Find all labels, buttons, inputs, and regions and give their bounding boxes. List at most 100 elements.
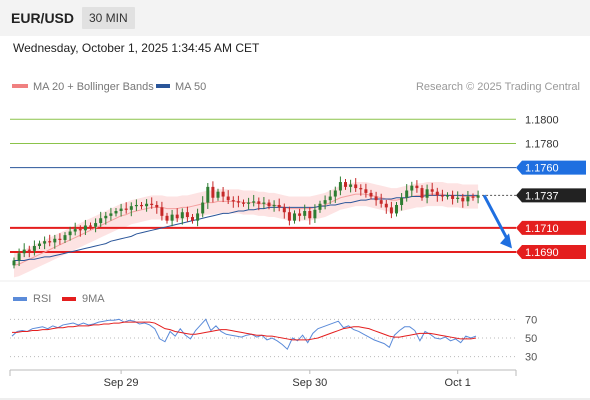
candle-body-24 — [134, 204, 138, 207]
level-tag-4 — [516, 245, 586, 260]
candle-body-90 — [471, 196, 475, 198]
candle-body-75 — [395, 204, 398, 214]
candle-body-13 — [78, 229, 82, 231]
rsi-tick-30: 30 — [525, 352, 537, 364]
candle-body-67 — [354, 184, 358, 189]
candle-body-6 — [43, 241, 47, 244]
candle-body-80 — [420, 188, 424, 198]
candle-body-89 — [466, 196, 470, 202]
candle-body-79 — [415, 185, 419, 189]
candle-body-40 — [216, 191, 220, 198]
x-axis-labels: Sep 29 Sep 30 Oct 1 — [104, 370, 471, 389]
candle-body-77 — [405, 190, 409, 198]
candle-body-27 — [150, 203, 154, 205]
candle-body-42 — [226, 196, 230, 201]
candle-body-49 — [262, 202, 266, 204]
copyright-text: Research © 2025 Trading Central — [416, 81, 580, 93]
level-lines — [10, 118, 516, 254]
projection-arrow-head — [500, 233, 512, 249]
candle-body-73 — [384, 203, 388, 208]
rsi-ma-line — [12, 321, 477, 341]
bollinger-band-area — [14, 182, 479, 278]
candle-body-22 — [124, 208, 128, 210]
x-label-0: Sep 29 — [104, 377, 139, 389]
candle-body-72 — [379, 200, 383, 204]
candle-body-29 — [160, 207, 164, 216]
candle-body-9 — [58, 238, 62, 240]
level-tag-label-3: 1.1710 — [525, 223, 559, 235]
candle-body-26 — [145, 203, 149, 207]
level-tags: 1.1800 1.1780 1.1760 1.1710 1.1690 1.1737 — [482, 114, 586, 260]
x-label-1: Sep 30 — [292, 377, 327, 389]
rsi-legend-label: RSI — [33, 293, 51, 305]
candle-body-62 — [328, 196, 332, 201]
chart-header-bar: EUR/USD 30 MIN — [0, 0, 590, 36]
current-price-label: 1.1737 — [525, 190, 559, 202]
candle-body-76 — [400, 197, 404, 205]
candle-body-46 — [247, 202, 251, 204]
candle-body-37 — [201, 202, 205, 214]
candle-body-53 — [282, 207, 286, 213]
candle-body-55 — [293, 213, 296, 221]
ma20-legend-label: MA 20 + Bollinger Bands — [33, 81, 154, 93]
current-price-tag — [516, 188, 586, 203]
candle-body-58 — [308, 211, 312, 219]
candle-body-7 — [48, 241, 52, 243]
candle-body-12 — [73, 229, 77, 232]
candle-body-91 — [476, 195, 480, 198]
candle-body-68 — [359, 188, 363, 190]
candle-body-52 — [277, 204, 281, 208]
level-label-0: 1.1800 — [525, 114, 559, 126]
candle-body-70 — [369, 192, 373, 197]
bollinger-band — [14, 182, 479, 278]
candle-body-39 — [211, 186, 215, 198]
rsi-tick-50: 50 — [525, 333, 537, 345]
candle-body-74 — [389, 207, 393, 214]
candle-body-20 — [114, 211, 118, 214]
candle-body-48 — [257, 201, 261, 204]
candle-body-30 — [165, 215, 169, 221]
candle-body-23 — [129, 206, 133, 210]
candle-body-65 — [344, 182, 347, 187]
ma20-legend-swatch — [12, 84, 28, 88]
candle-body-56 — [298, 213, 302, 216]
candle-body-34 — [185, 212, 189, 218]
candle-body-28 — [155, 204, 159, 208]
candle-body-81 — [425, 189, 429, 198]
candle-body-10 — [63, 235, 67, 240]
x-label-2: Oct 1 — [445, 377, 471, 389]
candle-body-17 — [99, 218, 103, 224]
ma50-legend-label: MA 50 — [175, 81, 206, 93]
candle-body-11 — [68, 231, 72, 236]
rsi-ma-legend-label: 9MA — [82, 293, 105, 305]
candle-body-64 — [338, 182, 342, 191]
candle-body-32 — [175, 214, 179, 219]
symbol-label: EUR/USD — [11, 10, 75, 26]
level-tag-label-4: 1.1690 — [525, 247, 559, 259]
candle-body-31 — [170, 214, 174, 221]
candle-body-51 — [272, 204, 276, 207]
projection-arrow-shaft — [482, 194, 511, 244]
candle-body-19 — [109, 213, 113, 216]
level-tag-2 — [516, 160, 586, 175]
candle-body-21 — [119, 208, 123, 212]
candle-body-4 — [32, 246, 36, 251]
timeframe-button[interactable]: 30 MIN — [82, 7, 135, 29]
candle-body-43 — [231, 200, 235, 202]
rsi-line — [11, 318, 477, 351]
candle-body-88 — [461, 197, 465, 202]
candle-body-15 — [89, 225, 92, 227]
candle-body-44 — [236, 201, 240, 203]
candle-body-83 — [435, 191, 439, 196]
candle-body-8 — [53, 238, 57, 243]
ma50-legend-swatch — [156, 84, 170, 88]
candle-body-87 — [456, 197, 460, 199]
candle-body-2 — [22, 249, 26, 254]
candle-body-36 — [196, 213, 200, 221]
candle-body-66 — [349, 184, 353, 187]
candle-body-14 — [83, 225, 87, 231]
candle-body-47 — [252, 201, 256, 203]
rsi-pane: 70 50 30 — [10, 314, 537, 364]
candle-body-41 — [221, 191, 225, 197]
